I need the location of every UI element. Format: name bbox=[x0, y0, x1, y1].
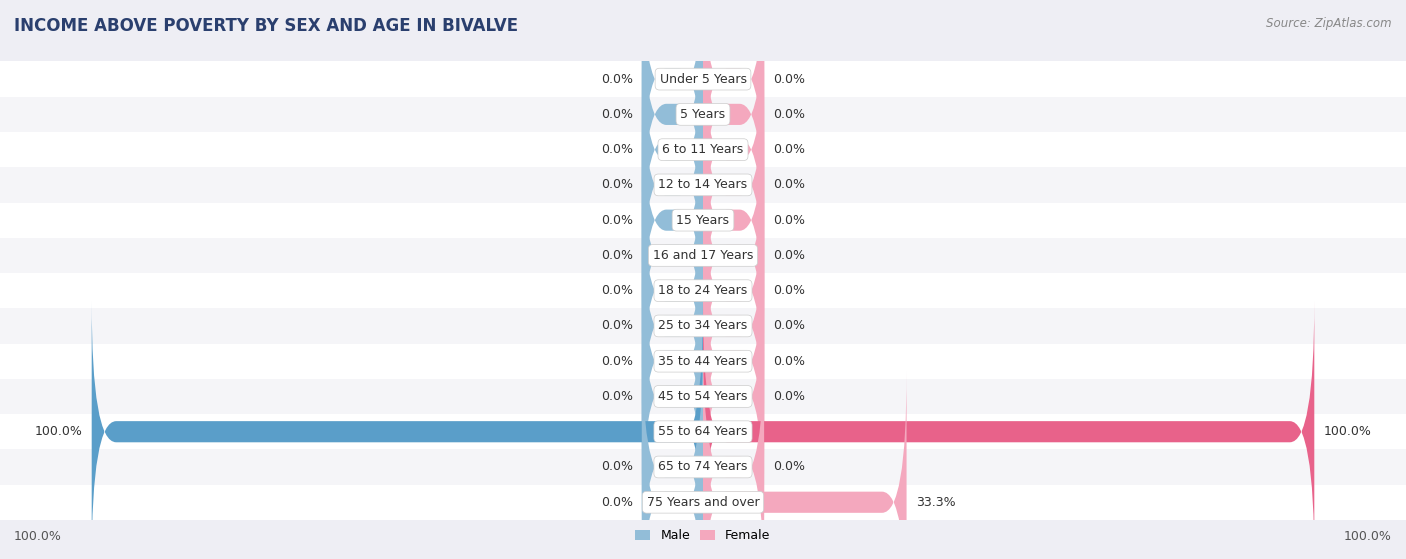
FancyBboxPatch shape bbox=[643, 196, 703, 456]
Text: 35 to 44 Years: 35 to 44 Years bbox=[658, 355, 748, 368]
Text: 0.0%: 0.0% bbox=[600, 214, 633, 226]
Text: 0.0%: 0.0% bbox=[600, 178, 633, 191]
FancyBboxPatch shape bbox=[643, 19, 703, 280]
FancyBboxPatch shape bbox=[703, 196, 763, 456]
FancyBboxPatch shape bbox=[0, 238, 1406, 273]
FancyBboxPatch shape bbox=[703, 19, 763, 280]
Text: 0.0%: 0.0% bbox=[600, 108, 633, 121]
FancyBboxPatch shape bbox=[0, 379, 1406, 414]
Text: 16 and 17 Years: 16 and 17 Years bbox=[652, 249, 754, 262]
FancyBboxPatch shape bbox=[643, 125, 703, 386]
Text: 15 Years: 15 Years bbox=[676, 214, 730, 226]
Text: 0.0%: 0.0% bbox=[773, 355, 806, 368]
FancyBboxPatch shape bbox=[643, 0, 703, 210]
FancyBboxPatch shape bbox=[0, 97, 1406, 132]
Text: 5 Years: 5 Years bbox=[681, 108, 725, 121]
FancyBboxPatch shape bbox=[0, 449, 1406, 485]
FancyBboxPatch shape bbox=[643, 89, 703, 350]
FancyBboxPatch shape bbox=[643, 160, 703, 421]
FancyBboxPatch shape bbox=[0, 202, 1406, 238]
Text: 0.0%: 0.0% bbox=[773, 214, 806, 226]
Text: 0.0%: 0.0% bbox=[600, 249, 633, 262]
FancyBboxPatch shape bbox=[703, 0, 763, 210]
FancyBboxPatch shape bbox=[703, 372, 907, 559]
Text: 65 to 74 Years: 65 to 74 Years bbox=[658, 461, 748, 473]
Text: 0.0%: 0.0% bbox=[773, 143, 806, 156]
Text: 55 to 64 Years: 55 to 64 Years bbox=[658, 425, 748, 438]
FancyBboxPatch shape bbox=[643, 231, 703, 492]
FancyBboxPatch shape bbox=[703, 337, 763, 559]
Text: 0.0%: 0.0% bbox=[773, 108, 806, 121]
FancyBboxPatch shape bbox=[703, 301, 1315, 559]
FancyBboxPatch shape bbox=[91, 301, 703, 559]
FancyBboxPatch shape bbox=[643, 337, 703, 559]
Text: 18 to 24 Years: 18 to 24 Years bbox=[658, 284, 748, 297]
Text: 0.0%: 0.0% bbox=[600, 496, 633, 509]
Text: 0.0%: 0.0% bbox=[600, 143, 633, 156]
Text: 0.0%: 0.0% bbox=[773, 284, 806, 297]
Text: 0.0%: 0.0% bbox=[600, 461, 633, 473]
FancyBboxPatch shape bbox=[703, 125, 763, 386]
Text: 0.0%: 0.0% bbox=[600, 319, 633, 333]
Text: 0.0%: 0.0% bbox=[773, 461, 806, 473]
Text: 0.0%: 0.0% bbox=[600, 73, 633, 86]
Text: 0.0%: 0.0% bbox=[773, 319, 806, 333]
Text: 33.3%: 33.3% bbox=[915, 496, 955, 509]
FancyBboxPatch shape bbox=[0, 309, 1406, 344]
Text: 6 to 11 Years: 6 to 11 Years bbox=[662, 143, 744, 156]
Text: 100.0%: 100.0% bbox=[1344, 530, 1392, 543]
FancyBboxPatch shape bbox=[0, 167, 1406, 202]
Text: 0.0%: 0.0% bbox=[600, 390, 633, 403]
Legend: Male, Female: Male, Female bbox=[630, 524, 776, 547]
FancyBboxPatch shape bbox=[0, 414, 1406, 449]
FancyBboxPatch shape bbox=[703, 266, 763, 527]
FancyBboxPatch shape bbox=[703, 231, 763, 492]
FancyBboxPatch shape bbox=[643, 266, 703, 527]
Text: INCOME ABOVE POVERTY BY SEX AND AGE IN BIVALVE: INCOME ABOVE POVERTY BY SEX AND AGE IN B… bbox=[14, 17, 519, 35]
Text: 0.0%: 0.0% bbox=[600, 355, 633, 368]
Text: 12 to 14 Years: 12 to 14 Years bbox=[658, 178, 748, 191]
Text: 25 to 34 Years: 25 to 34 Years bbox=[658, 319, 748, 333]
Text: 0.0%: 0.0% bbox=[600, 284, 633, 297]
FancyBboxPatch shape bbox=[643, 372, 703, 559]
FancyBboxPatch shape bbox=[703, 160, 763, 421]
Text: 100.0%: 100.0% bbox=[1323, 425, 1371, 438]
Text: Source: ZipAtlas.com: Source: ZipAtlas.com bbox=[1267, 17, 1392, 30]
Text: 0.0%: 0.0% bbox=[773, 73, 806, 86]
Text: 45 to 54 Years: 45 to 54 Years bbox=[658, 390, 748, 403]
FancyBboxPatch shape bbox=[0, 485, 1406, 520]
Text: 0.0%: 0.0% bbox=[773, 390, 806, 403]
Text: 100.0%: 100.0% bbox=[14, 530, 62, 543]
FancyBboxPatch shape bbox=[703, 54, 763, 315]
Text: 75 Years and over: 75 Years and over bbox=[647, 496, 759, 509]
Text: 100.0%: 100.0% bbox=[35, 425, 83, 438]
FancyBboxPatch shape bbox=[643, 0, 703, 245]
FancyBboxPatch shape bbox=[0, 273, 1406, 309]
FancyBboxPatch shape bbox=[643, 54, 703, 315]
FancyBboxPatch shape bbox=[0, 61, 1406, 97]
Text: Under 5 Years: Under 5 Years bbox=[659, 73, 747, 86]
Text: 0.0%: 0.0% bbox=[773, 178, 806, 191]
FancyBboxPatch shape bbox=[0, 344, 1406, 379]
FancyBboxPatch shape bbox=[703, 89, 763, 350]
Text: 0.0%: 0.0% bbox=[773, 249, 806, 262]
FancyBboxPatch shape bbox=[703, 0, 763, 245]
FancyBboxPatch shape bbox=[0, 132, 1406, 167]
